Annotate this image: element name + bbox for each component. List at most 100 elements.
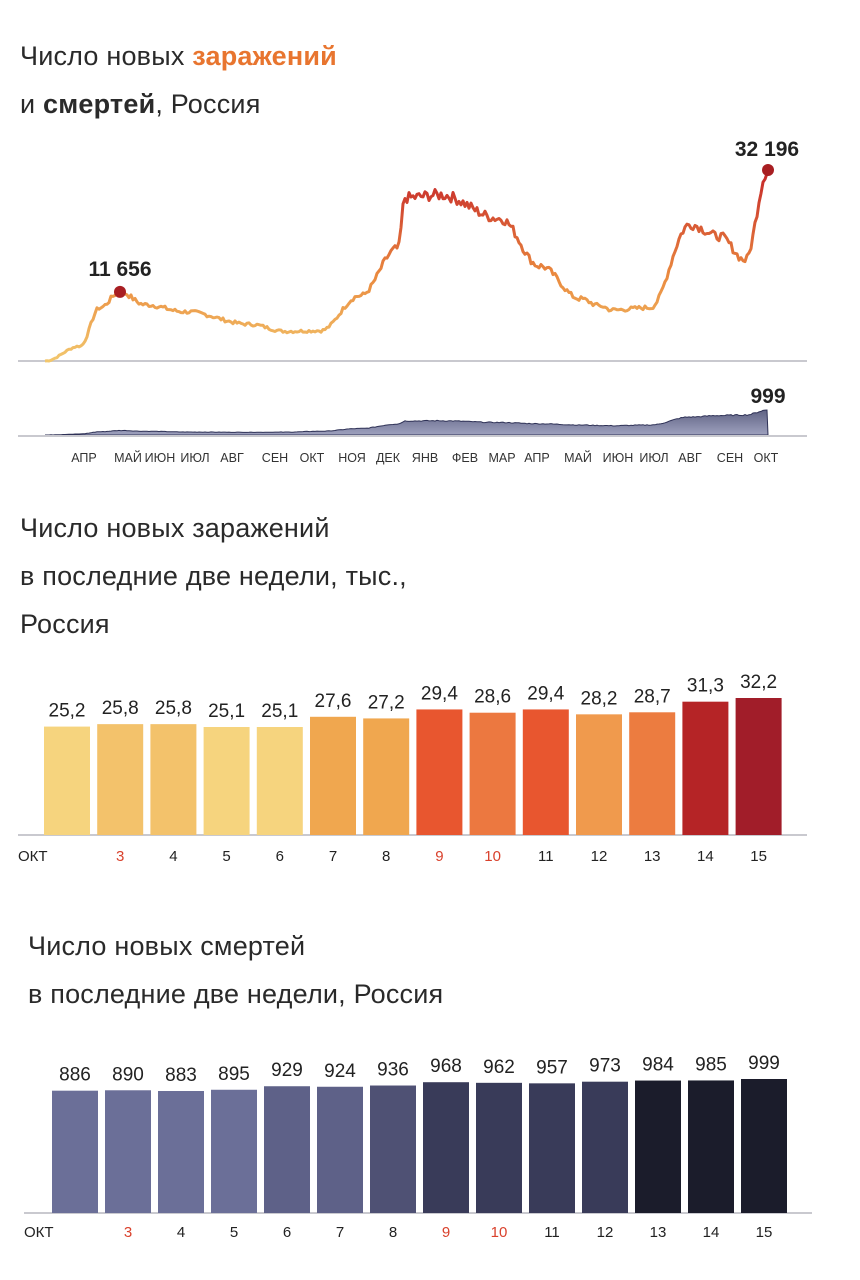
month-label: ОКТ xyxy=(24,1224,54,1241)
day-tick-label: 4 xyxy=(177,1224,185,1241)
bar-value-label: 985 xyxy=(695,1054,727,1075)
month-tick-label: АВГ xyxy=(678,451,702,465)
deaths-bars-title-line2: в последние две недели, Россия xyxy=(28,979,444,1009)
bar-4 xyxy=(158,1091,204,1213)
deaths-bars-title-line1: Число новых смертей xyxy=(28,931,306,961)
overview-title-bold: смертей xyxy=(42,89,156,119)
bar-value-label: 895 xyxy=(218,1064,250,1085)
bar-value-label: 32,2 xyxy=(740,672,777,693)
day-tick-label: 9 xyxy=(442,1224,450,1241)
deaths-bar-chart: ОКТ 886 890 3 883 4 895 5 929 6 924 7 936 8 968 9 962 10 9… xyxy=(24,1053,812,1241)
day-tick-label: 7 xyxy=(336,1224,344,1241)
deaths-bars-title: Число новых смертей в последние две неде… xyxy=(28,922,443,1018)
bar-13 xyxy=(635,1080,681,1213)
bar-value-label: 924 xyxy=(324,1061,356,1082)
bar-value-label: 25,8 xyxy=(155,698,192,719)
bar-12 xyxy=(576,714,622,835)
day-tick-label: 12 xyxy=(597,1224,614,1241)
overview-title: Число новых заражений и смертей, Россия xyxy=(20,32,337,128)
bar-12 xyxy=(582,1081,628,1213)
day-tick-label: 3 xyxy=(116,848,124,865)
day-tick-label: 15 xyxy=(756,1224,773,1241)
month-tick-label: СЕН xyxy=(262,451,288,465)
month-tick-label: ИЮН xyxy=(145,451,176,465)
bar-value-label: 28,6 xyxy=(474,687,511,708)
bar-value-label: 29,4 xyxy=(421,683,458,704)
bar-value-label: 25,2 xyxy=(49,701,86,722)
deaths-series xyxy=(45,409,769,436)
bar-14 xyxy=(688,1080,734,1213)
bar-value-label: 28,2 xyxy=(581,688,618,709)
overview-title-line1: Число новых заражений xyxy=(20,41,337,71)
bar-value-label: 929 xyxy=(271,1060,303,1081)
peak-dot-spring xyxy=(114,285,126,298)
overview-title-line2: и смертей, Россия xyxy=(20,89,261,119)
infections-bars-title-line1: Число новых заражений xyxy=(20,513,330,543)
overview-chart: АПР МАЙ ИЮН ИЮЛ АВГ СЕН ОКТ НОЯ ДЕК ЯНВ ФЕВ МАР АПР М… xyxy=(18,138,807,465)
bar-15 xyxy=(741,1079,787,1213)
day-tick-label: 8 xyxy=(389,1224,397,1241)
bar-8 xyxy=(370,1085,416,1213)
infections-bars-title: Число новых заражений в последние две не… xyxy=(20,504,407,648)
bar-value-label: 883 xyxy=(165,1065,197,1086)
infections-bar-chart: ОКТ 25,2 25,8 3 25,8 4 25,1 5 25,1 6 27,6 7 27,2 8 29,… xyxy=(18,672,807,865)
bar-value-label: 28,7 xyxy=(634,686,671,707)
bar-value-label: 968 xyxy=(430,1056,462,1077)
bar-10 xyxy=(469,712,516,835)
month-tick-label: ФЕВ xyxy=(452,451,478,465)
bar-value-label: 957 xyxy=(536,1057,568,1078)
bar-value-label: 25,1 xyxy=(208,701,245,722)
bar-9 xyxy=(416,709,463,835)
overview-month-ticks: АПР МАЙ ИЮН ИЮЛ АВГ СЕН ОКТ НОЯ ДЕК ЯНВ ФЕВ МАР АПР М… xyxy=(71,450,778,465)
month-tick-label: АПР xyxy=(71,451,97,465)
day-tick-label: 8 xyxy=(382,848,390,865)
bar-13 xyxy=(629,712,676,835)
month-tick-label: АПР xyxy=(524,451,550,465)
day-tick-label: 9 xyxy=(435,848,443,865)
bar-3 xyxy=(105,1090,151,1213)
bar-value-label: 25,1 xyxy=(261,701,298,722)
bar-value-label: 999 xyxy=(748,1053,780,1074)
bar-value-label: 29,4 xyxy=(527,683,564,704)
bar-6 xyxy=(256,727,303,835)
peak-dot-latest xyxy=(762,164,774,176)
month-tick-label: ОКТ xyxy=(754,451,779,465)
infections-bars-title-line2: в последние две недели, тыс., xyxy=(20,561,407,591)
peak-label-spring: 11 656 xyxy=(88,258,151,281)
day-tick-label: 14 xyxy=(703,1224,720,1241)
day-tick-label: 5 xyxy=(230,1224,238,1241)
month-tick-label: ИЮЛ xyxy=(639,451,668,465)
infections-series xyxy=(44,164,774,363)
bar-value-label: 973 xyxy=(589,1056,621,1077)
infections-bars-title-line3: Россия xyxy=(20,609,110,639)
day-tick-label: 5 xyxy=(222,848,230,865)
bar-9 xyxy=(423,1082,469,1213)
day-tick-label: 3 xyxy=(124,1224,132,1241)
month-tick-label: ИЮЛ xyxy=(180,451,209,465)
bar-8 xyxy=(363,718,410,835)
bar-value-label: 27,2 xyxy=(368,692,405,713)
month-tick-label: ЯНВ xyxy=(412,451,438,465)
bar-value-label: 962 xyxy=(483,1057,515,1078)
bar-5 xyxy=(211,1089,257,1213)
bar-value-label: 25,8 xyxy=(102,698,139,719)
month-label: ОКТ xyxy=(18,848,48,865)
bar-value-label: 31,3 xyxy=(687,676,724,697)
day-tick-label: 4 xyxy=(169,848,177,865)
bar-value-label: 886 xyxy=(59,1065,91,1086)
day-tick-label: 7 xyxy=(329,848,337,865)
day-tick-label: 15 xyxy=(750,848,767,865)
month-tick-label: МАЙ xyxy=(564,450,592,465)
bar-value-label: 890 xyxy=(112,1064,144,1085)
bar-7 xyxy=(310,716,356,835)
day-tick-label: 13 xyxy=(644,848,661,865)
bar-2 xyxy=(44,726,90,835)
bar-4 xyxy=(150,724,197,835)
day-tick-label: 6 xyxy=(276,848,284,865)
month-tick-label: НОЯ xyxy=(338,451,366,465)
bar-14 xyxy=(682,701,729,835)
bar-value-label: 984 xyxy=(642,1055,674,1076)
day-tick-label: 14 xyxy=(697,848,714,865)
infections-line xyxy=(44,173,769,363)
bar-11 xyxy=(522,709,569,835)
